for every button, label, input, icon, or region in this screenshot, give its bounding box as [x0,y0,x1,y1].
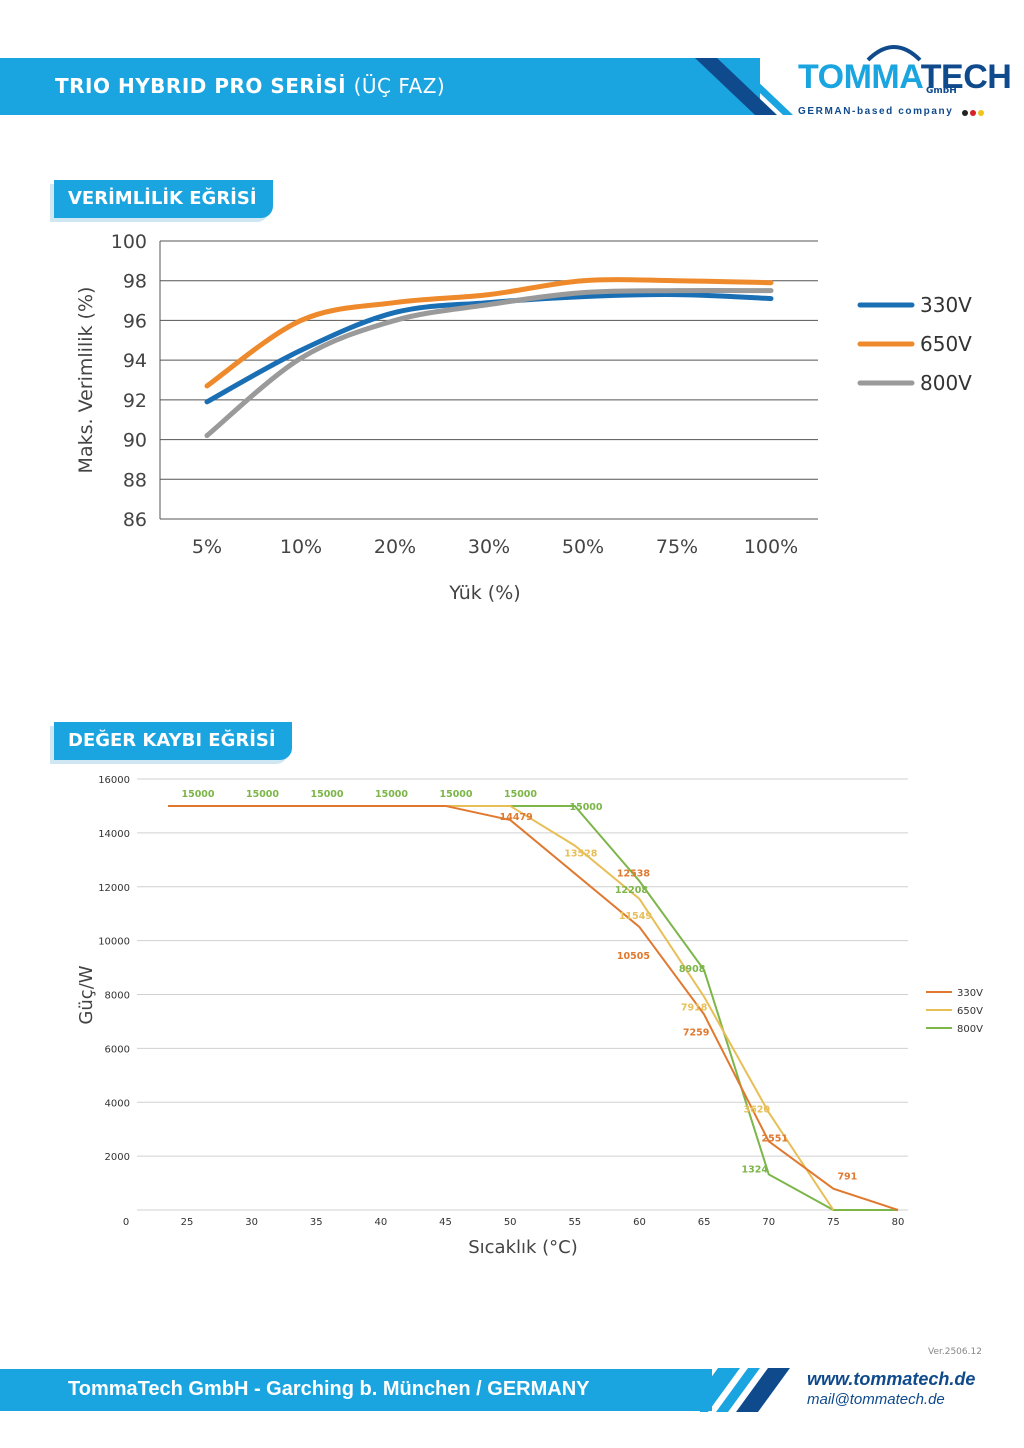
data-label: 11549 [619,911,652,922]
y-tick-label: 98 [123,271,147,293]
legend-label: 650V [920,332,972,356]
footer-stripes [700,1368,790,1412]
y-tick-label: 8000 [105,991,130,1002]
data-label: 8908 [679,964,706,975]
header-stripes [695,58,793,115]
y-tick-label: 96 [123,310,147,332]
data-label: 1324 [742,1164,769,1175]
data-label: 15000 [310,789,343,800]
series-line-650V [204,277,774,389]
x-tick-label: 25 [181,1217,194,1228]
logo-wordmark: TOMMATECH [798,58,1012,97]
y-tick-label: 92 [123,390,147,412]
series-line-800V [168,804,898,1211]
footer-email-link[interactable]: mail@tommatech.de [807,1391,945,1408]
y-tick-label: 86 [123,509,147,531]
legend-label: 650V [957,1006,983,1017]
x-tick-label: 75% [656,536,698,558]
x-tick-label: 20% [374,536,416,558]
logo-tagline: GERMAN-based company [798,106,954,117]
x-tick-label: 65 [698,1217,711,1228]
flag-dots-icon [962,110,984,116]
series-line-330V [204,292,774,405]
data-label: 15000 [375,789,408,800]
y-tick-label: 12000 [98,883,130,894]
data-label: 15000 [181,789,214,800]
y-axis-label: Maks. Verimlilik (%) [75,287,97,474]
y-tick-label: 94 [123,350,147,372]
x-tick-label: 60 [633,1217,646,1228]
page-title-main: TRIO HYBRID PRO SERİSİ [55,74,347,98]
data-label: 7918 [681,1003,708,1014]
footer-band [0,1369,712,1411]
data-label: 13528 [564,849,597,860]
data-label: 15000 [569,802,602,813]
legend-label: 330V [920,293,972,317]
x-tick-label: 75 [827,1217,840,1228]
efficiency-section-title: VERİMLİLİK EĞRİSİ [54,180,273,218]
logo-wordmark-part2: TECH [920,58,1012,96]
y-tick-label: 10000 [98,937,130,948]
data-label: 15000 [504,789,537,800]
company-logo: TOMMATECH GmbH GERMAN-based company [798,45,1012,122]
data-label: 12538 [617,868,650,879]
y-tick-label: 14000 [98,829,130,840]
efficiency-chart: 86 88 90 92 94 96 98 100 5% 10% 20% 30% 50% 75% 100% Yü… [75,231,972,604]
x-tick-label: 100% [744,536,798,558]
x-tick-label: 50% [562,536,604,558]
x-tick-label: 40 [375,1217,388,1228]
footer-website-link[interactable]: www.tommatech.de [807,1369,976,1389]
y-tick-label: 6000 [105,1044,130,1055]
data-label: 791 [837,1172,857,1183]
x-tick-label: 35 [310,1217,323,1228]
data-label: 15000 [439,789,472,800]
data-label: 7259 [683,1027,709,1038]
data-label: 15000 [246,789,279,800]
x-axis-label: Yük (%) [448,582,520,604]
logo-wordmark-part1: TOMMA [798,58,921,96]
x-tick-label: 50 [504,1217,517,1228]
y-tick-label: 100 [111,231,147,253]
series-line-330V [168,804,899,1211]
series-line-800V [204,287,774,439]
data-label: 3620 [744,1104,771,1115]
x-tick-label: 70 [762,1217,775,1228]
header-band [0,58,760,115]
page-title-sub: (ÜÇ FAZ) [353,74,446,98]
y-tick-label: 90 [123,430,147,452]
y-tick-label: 16000 [98,775,130,786]
x-axis-label: Sıcaklık (°C) [468,1237,578,1258]
legend-label: 800V [957,1024,983,1035]
version-label: Ver.2506.12 [928,1347,982,1357]
y-axis-label: Güç/W [76,965,97,1024]
legend-label: 330V [957,988,983,999]
legend-label: 800V [920,371,972,395]
derating-section-title: DEĞER KAYBI EĞRİSİ [54,722,292,760]
series-line-650V [168,804,835,1211]
data-label: 12208 [615,885,648,896]
data-label: 2551 [762,1133,788,1144]
x-tick-label: 55 [568,1217,581,1228]
data-label: 14479 [500,812,533,823]
x-tick-label: 0 [123,1217,129,1228]
x-tick-label: 80 [892,1217,905,1228]
y-tick-label: 4000 [105,1098,130,1109]
logo-arc [866,45,922,62]
x-tick-label: 30% [468,536,510,558]
y-tick-label: 2000 [105,1152,130,1163]
page-title: TRIO HYBRID PRO SERİSİ (ÜÇ FAZ) [55,74,445,98]
y-tick-label: 88 [123,469,147,491]
x-tick-label: 45 [439,1217,452,1228]
derating-chart: 2000 4000 6000 8000 10000 12000 14000 16000 0 25 3… [76,775,983,1258]
x-tick-label: 30 [245,1217,258,1228]
data-label: 10505 [617,951,650,962]
logo-gmbh: GmbH [926,86,957,96]
footer-company: TommaTech GmbH - Garching b. München / G… [68,1378,590,1400]
x-tick-label: 10% [280,536,322,558]
x-tick-label: 5% [192,536,222,558]
